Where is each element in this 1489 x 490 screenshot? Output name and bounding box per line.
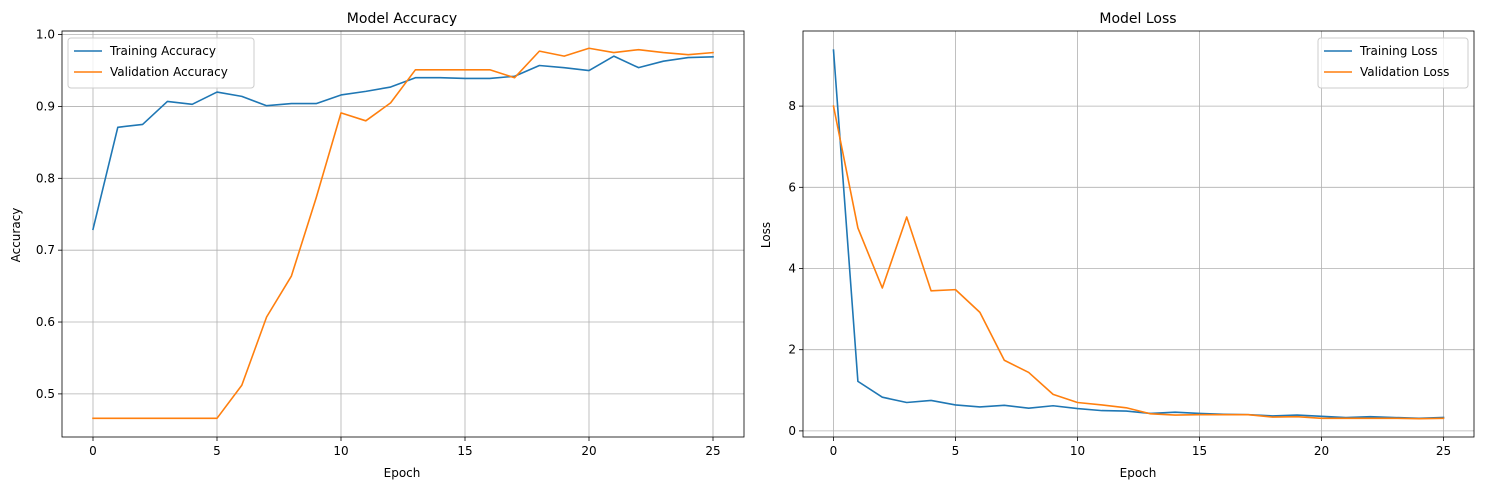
loss-x-tick-label: 20 <box>1314 444 1329 458</box>
loss-legend-label: Validation Loss <box>1360 65 1449 79</box>
loss-y-tick-label: 2 <box>788 343 796 357</box>
accuracy-y-tick-label: 0.9 <box>36 99 55 113</box>
loss-x-axis-label: Epoch <box>1120 466 1157 480</box>
loss-y-tick-label: 0 <box>788 424 796 438</box>
loss-chart: Model Loss Epoch Loss 0 5 10 15 20 25 0 2 4 6 8 Tra… <box>759 11 1475 480</box>
accuracy-plot-frame <box>61 30 745 438</box>
loss-y-tick-label: 6 <box>788 180 796 194</box>
accuracy-chart: Model Accuracy Epoch Accuracy 0 5 10 15 20 25… <box>9 11 745 480</box>
loss-series-line-validation <box>832 105 1445 420</box>
accuracy-x-tick-label: 10 <box>333 444 348 458</box>
loss-legend-box <box>1317 37 1469 89</box>
accuracy-x-axis-label: Epoch <box>384 466 421 480</box>
accuracy-x-tick-label: 0 <box>89 444 97 458</box>
accuracy-legend-box <box>67 37 255 89</box>
accuracy-y-tick-label: 0.6 <box>36 315 55 329</box>
accuracy-legend-label: Validation Accuracy <box>110 65 228 79</box>
accuracy-y-axis-label: Accuracy <box>9 208 23 263</box>
loss-x-tick-label: 0 <box>830 444 838 458</box>
loss-legend: Training Loss Validation Loss <box>1317 37 1469 89</box>
loss-x-tick-label: 5 <box>952 444 960 458</box>
loss-y-axis-label: Loss <box>759 222 773 248</box>
accuracy-x-tick-label: 25 <box>705 444 720 458</box>
accuracy-series-line-validation <box>92 47 714 420</box>
accuracy-y-tick-label: 0.8 <box>36 171 55 185</box>
accuracy-chart-title: Model Accuracy <box>347 11 457 27</box>
loss-y-tick-label: 8 <box>788 99 796 113</box>
accuracy-x-tick-label: 20 <box>581 444 596 458</box>
loss-y-tick-label: 4 <box>788 262 796 276</box>
accuracy-y-tick-label: 0.7 <box>36 243 55 257</box>
accuracy-y-tick-label: 1.0 <box>36 28 55 42</box>
accuracy-y-tick-label: 0.5 <box>36 387 55 401</box>
loss-x-tick-label: 15 <box>1192 444 1207 458</box>
accuracy-x-tick-label: 15 <box>457 444 472 458</box>
loss-series-line-training <box>832 49 1445 420</box>
accuracy-x-tick-label: 5 <box>213 444 221 458</box>
loss-x-tick-label: 25 <box>1436 444 1451 458</box>
accuracy-series-line-training <box>92 55 714 231</box>
loss-chart-title: Model Loss <box>1099 11 1176 27</box>
accuracy-legend-label: Training Accuracy <box>109 44 216 58</box>
loss-x-tick-label: 10 <box>1070 444 1085 458</box>
accuracy-legend: Training Accuracy Validation Accuracy <box>67 37 255 89</box>
loss-plot-frame <box>802 30 1475 438</box>
loss-legend-label: Training Loss <box>1359 44 1437 58</box>
